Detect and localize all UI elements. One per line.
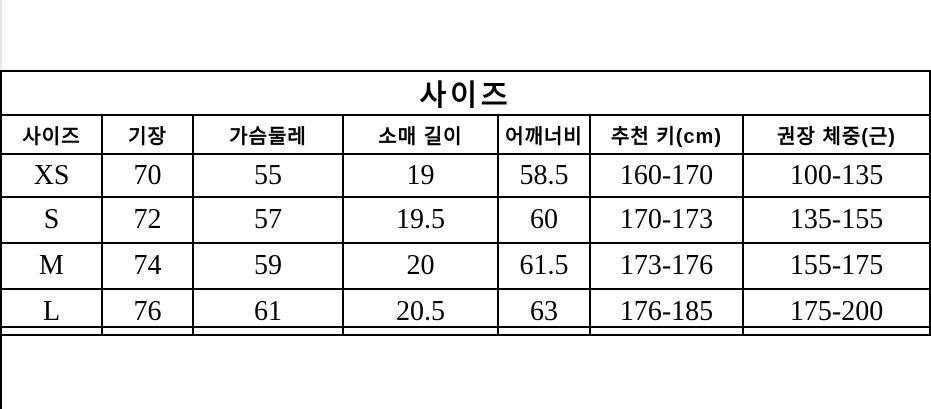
cell-sleeve: 19.5 xyxy=(342,196,499,244)
table-title: 사이즈 xyxy=(0,70,931,116)
cell-sleeve: 20 xyxy=(342,242,499,290)
cell-size: M xyxy=(0,242,103,290)
column-header-size: 사이즈 xyxy=(0,114,103,155)
size-chart-table: 사이즈 사이즈 기장 가슴둘레 소매 길이 어깨너비 추천 키(cm) 권장 체… xyxy=(0,70,931,336)
cell-height: 176-185 xyxy=(589,288,744,336)
cell-shoulder: 61.5 xyxy=(497,242,591,290)
cell-weight: 135-155 xyxy=(741,196,931,244)
column-header-shoulder: 어깨너비 xyxy=(497,114,591,155)
table-row-s: S 72 57 19.5 60 170-173 135-155 xyxy=(0,196,931,244)
cell-length: 70 xyxy=(101,153,194,198)
cell-chest: 61 xyxy=(192,288,344,336)
table-row-l: L 76 61 20.5 63 176-185 175-200 xyxy=(0,288,931,336)
table-row-xs: XS 70 55 19 58.5 160-170 100-135 xyxy=(0,153,931,198)
cell-length: 76 xyxy=(101,288,194,336)
column-header-height: 추천 키(cm) xyxy=(589,114,744,155)
table-title-row: 사이즈 xyxy=(0,70,931,116)
column-header-length: 기장 xyxy=(101,114,194,155)
cell-weight: 175-200 xyxy=(741,288,931,336)
cell-shoulder: 58.5 xyxy=(497,153,591,198)
left-gridline-fragment-top xyxy=(0,0,2,70)
cell-shoulder: 63 xyxy=(497,288,591,336)
cell-shoulder: 60 xyxy=(497,196,591,244)
cell-chest: 57 xyxy=(192,196,344,244)
column-header-chest: 가슴둘레 xyxy=(192,114,344,155)
cell-size: XS xyxy=(0,153,103,198)
cell-size: L xyxy=(0,288,103,336)
cell-sleeve: 19 xyxy=(342,153,499,198)
cell-height: 160-170 xyxy=(589,153,744,198)
cell-weight: 155-175 xyxy=(741,242,931,290)
cell-length: 72 xyxy=(101,196,194,244)
cell-chest: 55 xyxy=(192,153,344,198)
table-row-m: M 74 59 20 61.5 173-176 155-175 xyxy=(0,242,931,290)
cell-size: S xyxy=(0,196,103,244)
cell-length: 74 xyxy=(101,242,194,290)
table-header-row: 사이즈 기장 가슴둘레 소매 길이 어깨너비 추천 키(cm) 권장 체중(근) xyxy=(0,114,931,155)
cell-chest: 59 xyxy=(192,242,344,290)
cell-height: 170-173 xyxy=(589,196,744,244)
cell-weight: 100-135 xyxy=(741,153,931,198)
column-header-weight: 권장 체중(근) xyxy=(741,114,931,155)
cell-sleeve: 20.5 xyxy=(342,288,499,336)
left-gridline-fragment-bottom xyxy=(0,328,2,409)
cell-height: 173-176 xyxy=(589,242,744,290)
column-header-sleeve: 소매 길이 xyxy=(342,114,499,155)
